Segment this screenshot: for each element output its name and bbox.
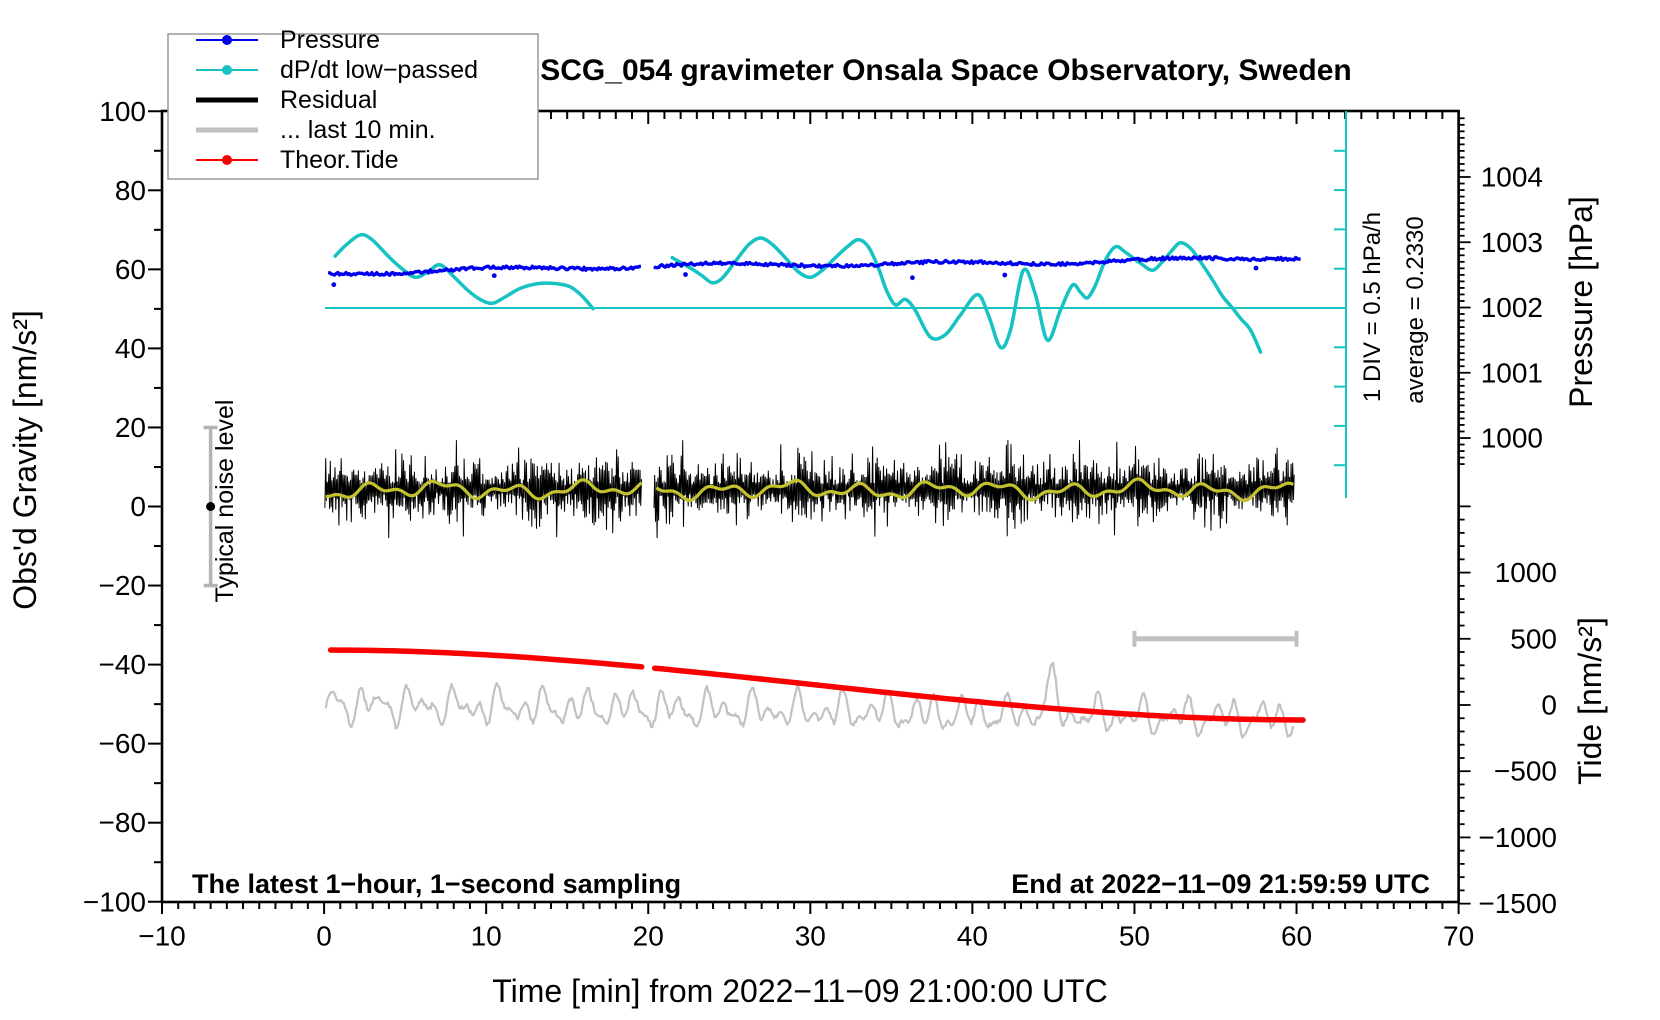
gravity-axis-label: Obs'd Gravity [nm/s²] [7, 310, 43, 610]
legend-item-label: Residual [280, 86, 377, 114]
legend-item-label: Pressure [280, 26, 380, 54]
svg-text:30: 30 [795, 921, 826, 952]
page-title: SCG_054 gravimeter Onsala Space Observat… [540, 54, 1352, 87]
svg-text:1002: 1002 [1481, 292, 1543, 323]
series-layer [324, 232, 1306, 739]
svg-text:−80: −80 [99, 807, 147, 838]
svg-text:−100: −100 [83, 886, 146, 917]
svg-text:50: 50 [1119, 921, 1150, 952]
tide-axis-label: Tide [nm/s²] [1572, 617, 1608, 785]
svg-text:60: 60 [115, 254, 146, 285]
svg-text:0: 0 [130, 491, 146, 522]
svg-text:0: 0 [316, 921, 332, 952]
svg-text:−20: −20 [99, 570, 147, 601]
tick-labels: −10 0 10 20 30 40 50 60 70100806040200−20−40−60−… [83, 96, 1557, 952]
sampling-note: The latest 1−hour, 1−second sampling [192, 869, 681, 899]
svg-text:−1500: −1500 [1478, 888, 1557, 919]
pressure-axis-label: Pressure [hPa] [1563, 196, 1599, 408]
svg-text:1001: 1001 [1481, 357, 1543, 388]
svg-text:40: 40 [115, 333, 146, 364]
svg-text:500: 500 [1510, 623, 1557, 654]
svg-text:10: 10 [471, 921, 502, 952]
end-time-note: End at 2022−11−09 21:59:59 UTC [1011, 869, 1430, 899]
svg-text:20: 20 [633, 921, 664, 952]
svg-text:80: 80 [115, 175, 146, 206]
text-layer: SCG_054 gravimeter Onsala Space Observat… [7, 54, 1608, 1009]
svg-text:40: 40 [957, 921, 988, 952]
svg-text:−10: −10 [138, 921, 186, 952]
legend-item-label: ... last 10 min. [280, 116, 436, 144]
dpdt-average-note: average = 0.2330 [1402, 216, 1429, 404]
svg-text:1000: 1000 [1481, 423, 1543, 454]
svg-text:1003: 1003 [1481, 227, 1543, 258]
svg-text:0: 0 [1541, 690, 1557, 721]
svg-text:−40: −40 [99, 649, 147, 680]
svg-text:20: 20 [115, 412, 146, 443]
legend-item-label: dP/dt low−passed [280, 56, 478, 84]
svg-text:1004: 1004 [1481, 162, 1543, 193]
dpdt-div-note: 1 DIV = 0.5 hPa/h [1359, 212, 1386, 402]
svg-text:1000: 1000 [1495, 557, 1557, 588]
svg-text:70: 70 [1443, 921, 1474, 952]
legend-item-label: Theor.Tide [280, 146, 399, 174]
svg-text:−500: −500 [1494, 756, 1557, 787]
x-axis-label: Time [min] from 2022−11−09 21:00:00 UTC [492, 973, 1107, 1009]
svg-text:60: 60 [1281, 921, 1312, 952]
svg-text:100: 100 [99, 96, 146, 127]
plot-frame-and-ticks [148, 109, 1471, 914]
noise-level-label: Typical noise level [211, 400, 239, 603]
svg-text:−1000: −1000 [1478, 822, 1557, 853]
svg-text:−60: −60 [99, 728, 147, 759]
